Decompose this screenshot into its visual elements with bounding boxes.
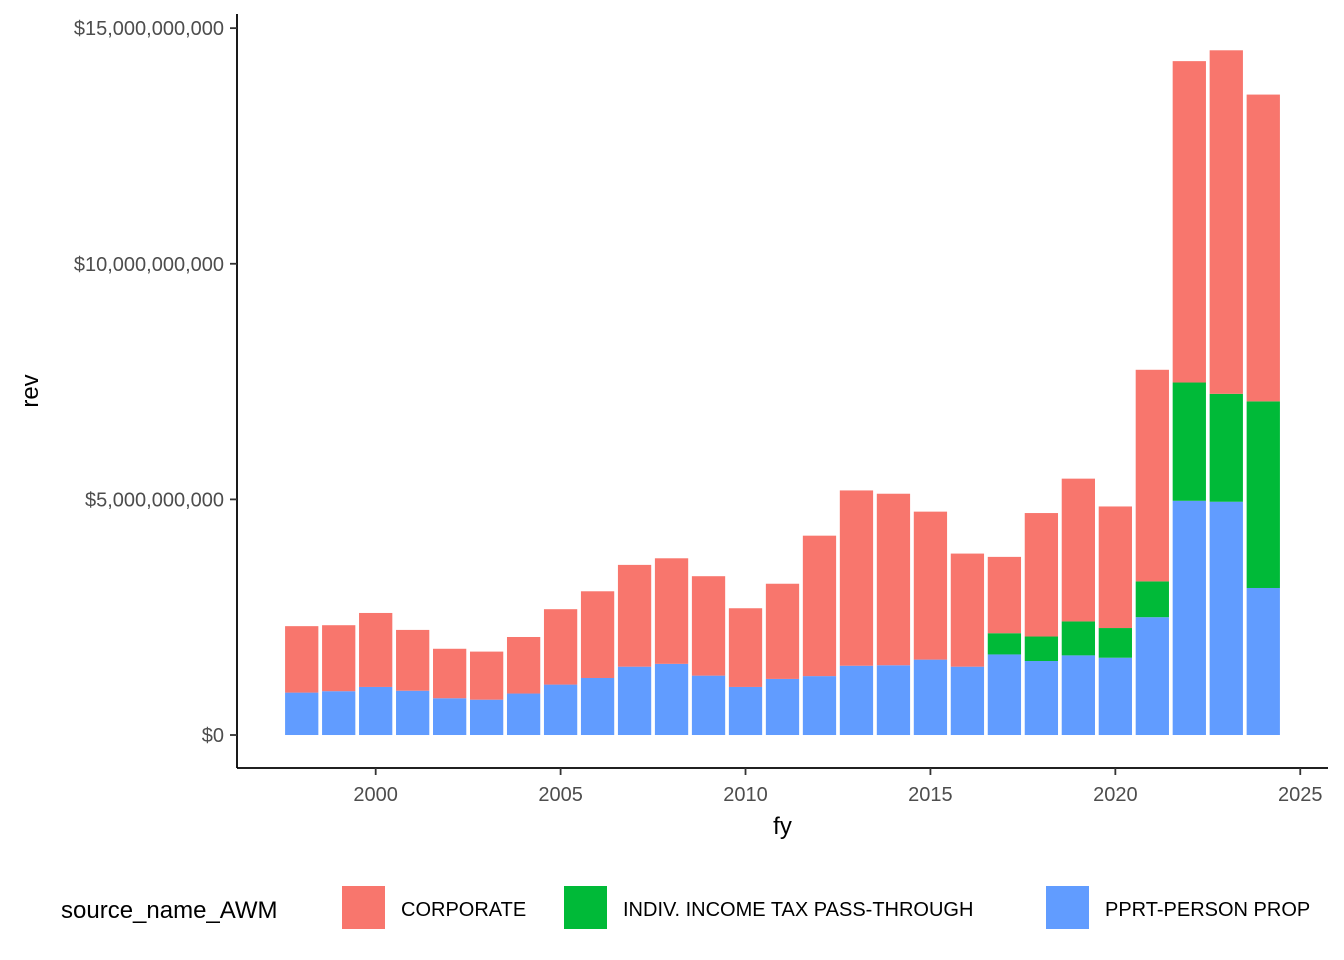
bar-2014-series-0 bbox=[876, 665, 911, 736]
bar-2022-series-2 bbox=[1172, 61, 1206, 383]
bar-2002-series-0 bbox=[433, 698, 467, 736]
bar-2004-series-2 bbox=[506, 636, 541, 694]
legend-key bbox=[342, 886, 385, 929]
bar-2009-series-2 bbox=[691, 576, 726, 676]
bar-2015-series-2 bbox=[913, 511, 948, 660]
legend-key bbox=[564, 886, 607, 929]
bar-2000-series-2 bbox=[359, 612, 393, 687]
bar-2023-series-1 bbox=[1209, 393, 1243, 502]
bar-2001-series-2 bbox=[396, 629, 430, 691]
axes-layer: $0 $5,000,000,000 $10,000,000,000 $15,000,0… bbox=[17, 14, 1328, 840]
bar-2015-series-0 bbox=[913, 659, 948, 736]
bar-2013-series-2 bbox=[839, 490, 874, 666]
bar-2009-series-0 bbox=[691, 675, 726, 736]
bar-2012-series-2 bbox=[802, 535, 837, 677]
bar-2020-series-1 bbox=[1098, 628, 1132, 658]
legend: source_name_AWM CORPORATE INDIV. INCOME TA… bbox=[61, 886, 1310, 929]
bar-2010-series-0 bbox=[728, 686, 763, 736]
legend-label: CORPORATE bbox=[401, 899, 526, 921]
bar-2021-series-1 bbox=[1135, 581, 1169, 618]
bar-2024-series-1 bbox=[1246, 401, 1280, 588]
bar-2013-series-0 bbox=[839, 665, 874, 736]
bar-2012-series-0 bbox=[802, 676, 837, 736]
bar-2003-series-2 bbox=[469, 651, 504, 700]
bar-1999-series-0 bbox=[322, 691, 356, 736]
bar-1999-series-2 bbox=[322, 625, 356, 692]
y-tick-label: $15,000,000,000 bbox=[74, 18, 224, 40]
bar-1998-series-2 bbox=[285, 626, 319, 693]
bar-2005-series-2 bbox=[543, 609, 578, 685]
x-tick-label: 2025 bbox=[1278, 784, 1323, 806]
bar-1998-series-0 bbox=[285, 692, 319, 736]
bar-2008-series-2 bbox=[654, 558, 689, 664]
x-tick-label: 2005 bbox=[538, 784, 583, 806]
bar-2000-series-0 bbox=[359, 686, 393, 736]
bar-2019-series-0 bbox=[1061, 655, 1095, 736]
legend-key bbox=[1046, 886, 1089, 929]
bar-2006-series-2 bbox=[580, 591, 615, 678]
x-tick-label: 2010 bbox=[723, 784, 768, 806]
bar-2021-series-2 bbox=[1135, 369, 1169, 582]
bar-2001-series-0 bbox=[396, 690, 430, 736]
bar-2004-series-0 bbox=[506, 693, 541, 736]
bar-2008-series-0 bbox=[654, 663, 689, 736]
bar-2020-series-0 bbox=[1098, 657, 1132, 736]
bars-layer bbox=[285, 50, 1280, 736]
bar-2002-series-2 bbox=[433, 648, 467, 699]
legend-title: source_name_AWM bbox=[61, 897, 278, 924]
bar-2010-series-2 bbox=[728, 608, 763, 687]
bar-2022-series-0 bbox=[1172, 500, 1206, 736]
bar-2022-series-1 bbox=[1172, 382, 1206, 501]
y-tick-label: $5,000,000,000 bbox=[85, 489, 224, 511]
bar-2003-series-0 bbox=[469, 699, 504, 736]
bar-2017-series-2 bbox=[987, 556, 1022, 634]
bar-2016-series-0 bbox=[950, 666, 985, 736]
bar-2024-series-2 bbox=[1246, 94, 1280, 402]
bar-2023-series-0 bbox=[1209, 501, 1243, 736]
x-tick-label: 2020 bbox=[1093, 784, 1138, 806]
bar-2011-series-2 bbox=[765, 583, 800, 679]
bar-2019-series-2 bbox=[1061, 478, 1095, 622]
x-axis-title: fy bbox=[773, 813, 792, 840]
bar-2018-series-2 bbox=[1024, 513, 1059, 637]
bar-2005-series-0 bbox=[543, 684, 578, 736]
y-axis-title: rev bbox=[17, 374, 44, 407]
y-tick-label: $0 bbox=[202, 725, 224, 747]
bar-2021-series-0 bbox=[1135, 617, 1169, 736]
bar-2019-series-1 bbox=[1061, 621, 1095, 656]
legend-label: PPRT-PERSON PROP bbox=[1105, 899, 1310, 921]
bar-2011-series-0 bbox=[765, 678, 800, 736]
x-tick-label: 2000 bbox=[353, 784, 398, 806]
bar-2014-series-2 bbox=[876, 493, 911, 666]
bar-2007-series-0 bbox=[617, 666, 652, 736]
bar-2007-series-2 bbox=[617, 564, 652, 667]
legend-label: INDIV. INCOME TAX PASS-THROUGH bbox=[623, 899, 973, 921]
y-tick-label: $10,000,000,000 bbox=[74, 254, 224, 276]
bar-2023-series-2 bbox=[1209, 50, 1243, 394]
x-tick-label: 2015 bbox=[908, 784, 953, 806]
bar-2016-series-2 bbox=[950, 553, 985, 667]
bar-2006-series-0 bbox=[580, 677, 615, 736]
bar-2017-series-0 bbox=[987, 654, 1022, 736]
bar-2017-series-1 bbox=[987, 633, 1022, 655]
bar-2024-series-0 bbox=[1246, 587, 1280, 736]
bar-2018-series-1 bbox=[1024, 636, 1059, 662]
bar-2018-series-0 bbox=[1024, 661, 1059, 736]
bar-2020-series-2 bbox=[1098, 506, 1132, 629]
